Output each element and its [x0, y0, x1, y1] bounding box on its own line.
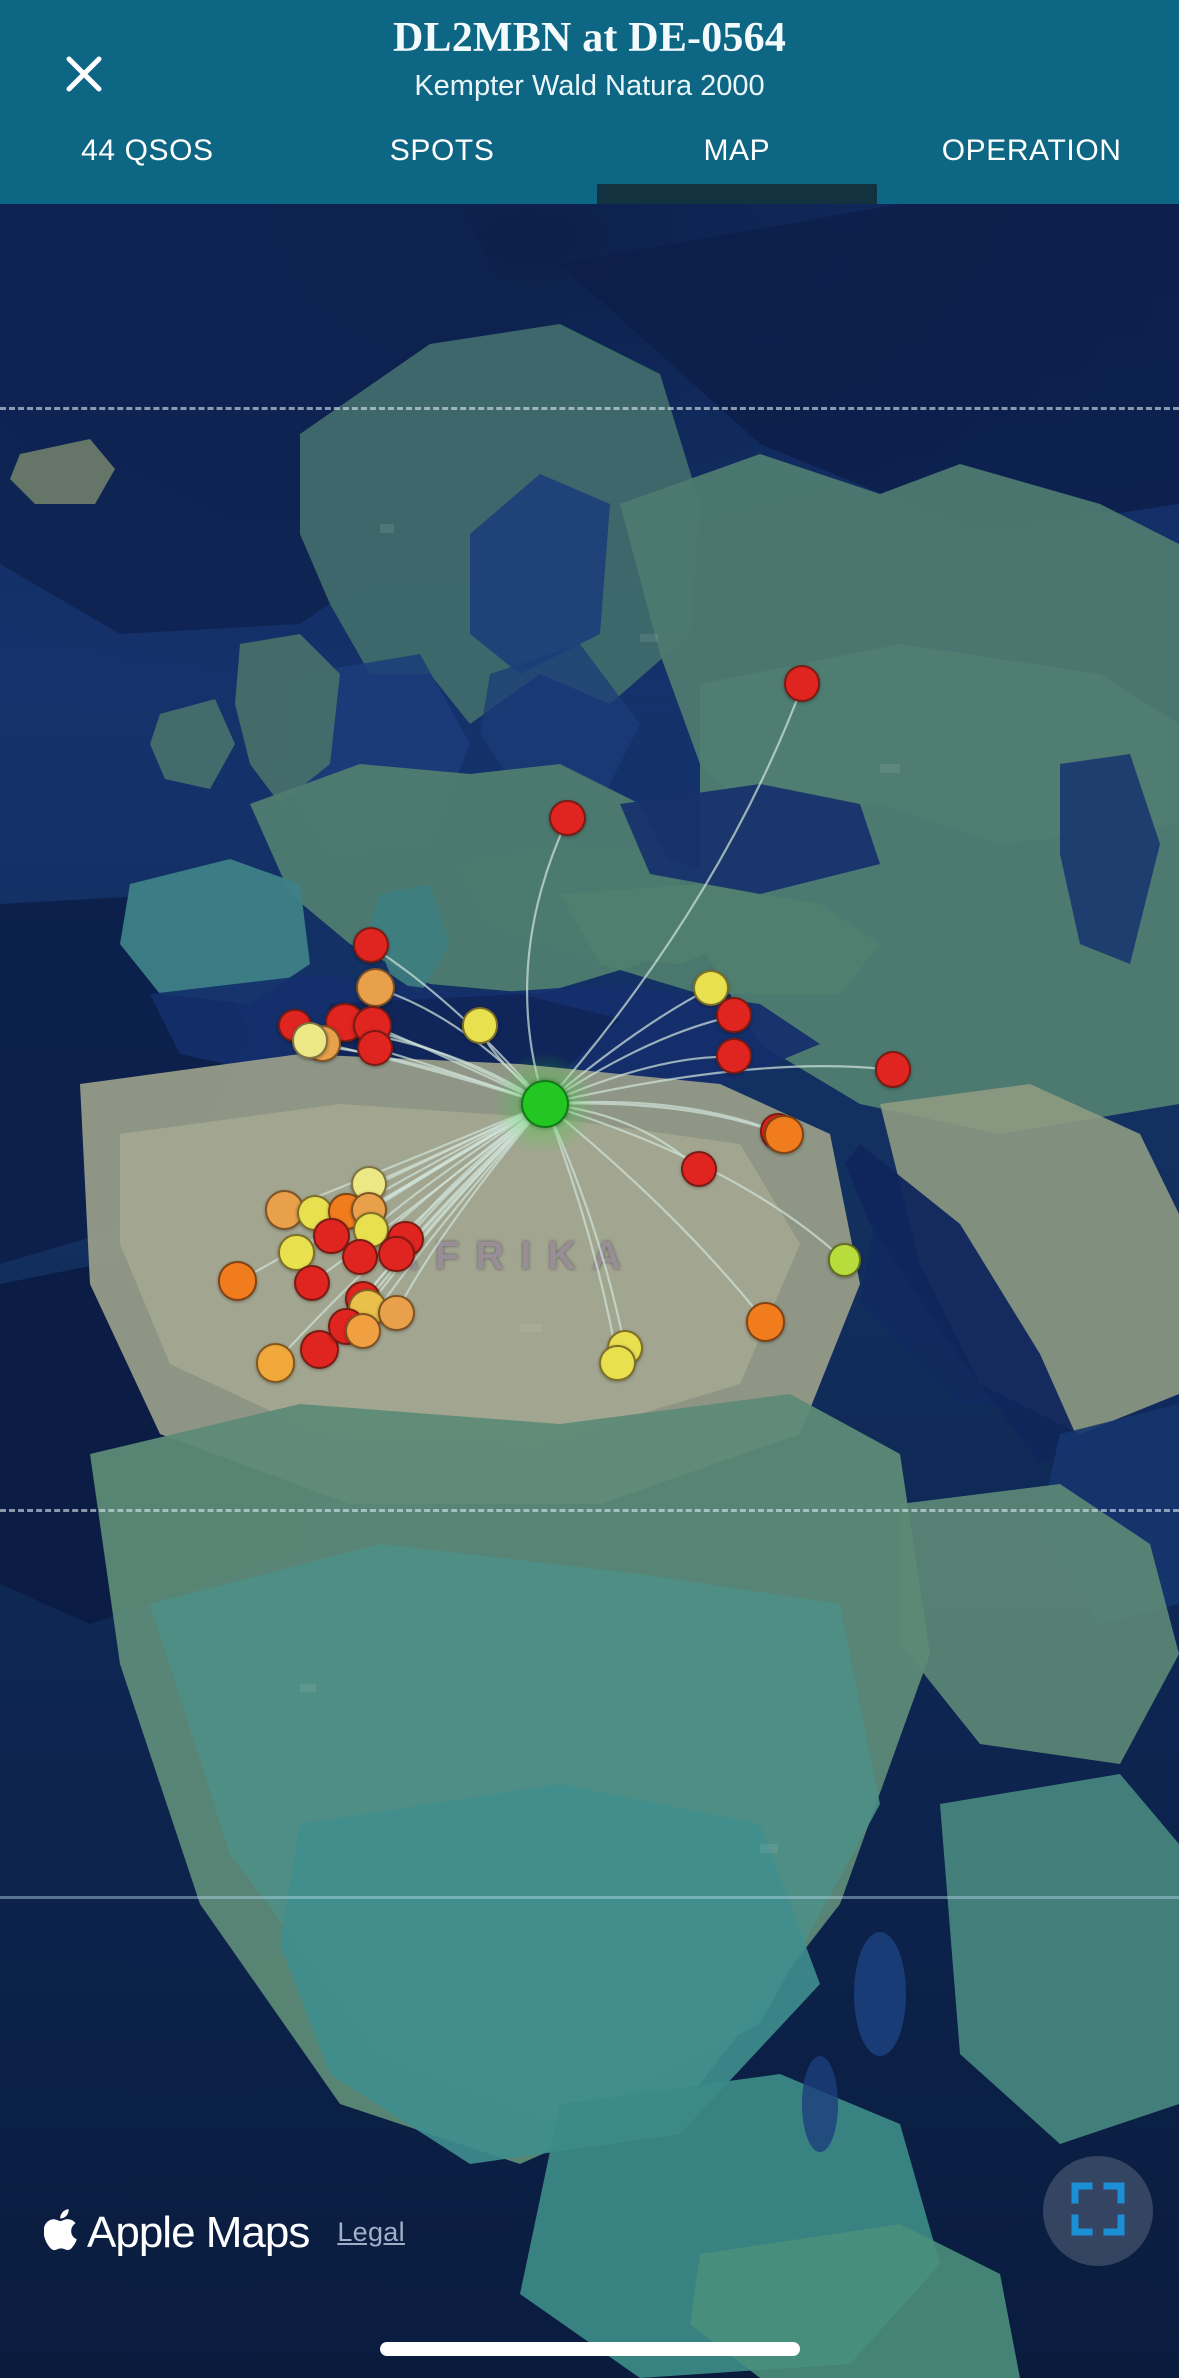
page-subtitle: Kempter Wald Natura 2000	[414, 70, 765, 102]
tab-qsos-label: 44 QSOS	[81, 134, 214, 167]
tab-spots-label: SPOTS	[389, 134, 495, 167]
qso-marker[interactable]	[827, 1243, 862, 1277]
apple-logo-icon	[43, 2207, 84, 2258]
page-title: DL2MBN at DE-0564	[392, 15, 787, 61]
map-attribution: Apple Maps Legal	[43, 2207, 405, 2258]
apple-maps-logo: Apple Maps	[43, 2207, 310, 2258]
tab-bar: 44 QSOS SPOTS MAP OPERATION	[0, 130, 1179, 204]
home-station-marker[interactable]	[520, 1079, 570, 1129]
fit-bounds-icon	[1069, 2180, 1127, 2243]
tab-qsos[interactable]: 44 QSOS	[0, 130, 295, 204]
qso-marker[interactable]	[783, 665, 821, 702]
header-titles: DL2MBN at DE-0564 Kempter Wald Natura 20…	[0, 12, 1179, 106]
tab-map[interactable]: MAP	[590, 130, 885, 204]
tab-spots[interactable]: SPOTS	[295, 130, 590, 204]
qso-marker[interactable]	[378, 1294, 415, 1332]
qso-marker[interactable]	[874, 1051, 912, 1088]
qso-marker[interactable]	[293, 1264, 330, 1301]
legal-link[interactable]: Legal	[337, 2217, 405, 2247]
qso-marker[interactable]	[355, 967, 395, 1008]
tab-operation[interactable]: OPERATION	[884, 130, 1179, 204]
tab-indicator	[596, 184, 878, 204]
qso-marker[interactable]	[746, 1302, 786, 1342]
fit-bounds-button[interactable]	[1043, 2156, 1153, 2266]
qso-marker[interactable]	[255, 1343, 296, 1383]
header-bar: DL2MBN at DE-0564 Kempter Wald Natura 20…	[0, 0, 1179, 204]
qso-marker[interactable]	[217, 1261, 258, 1301]
close-button[interactable]	[46, 36, 122, 112]
close-icon	[60, 50, 108, 98]
home-indicator	[379, 2342, 800, 2356]
qso-marker[interactable]	[378, 1235, 415, 1273]
tab-map-label: MAP	[703, 134, 771, 167]
qso-marker[interactable]	[715, 996, 753, 1034]
map-view[interactable]: AFRIKA	[0, 204, 1179, 2378]
tab-operation-label: OPERATION	[941, 134, 1122, 167]
maps-wordmark: Apple Maps	[87, 2207, 310, 2257]
qso-marker[interactable]	[715, 1037, 753, 1074]
qso-marker[interactable]	[549, 800, 586, 837]
qso-marker[interactable]	[764, 1114, 804, 1155]
qso-marker[interactable]	[599, 1344, 636, 1381]
qso-marker[interactable]	[292, 1022, 329, 1059]
qso-marker[interactable]	[461, 1007, 498, 1044]
map-terrain	[0, 204, 1179, 2378]
